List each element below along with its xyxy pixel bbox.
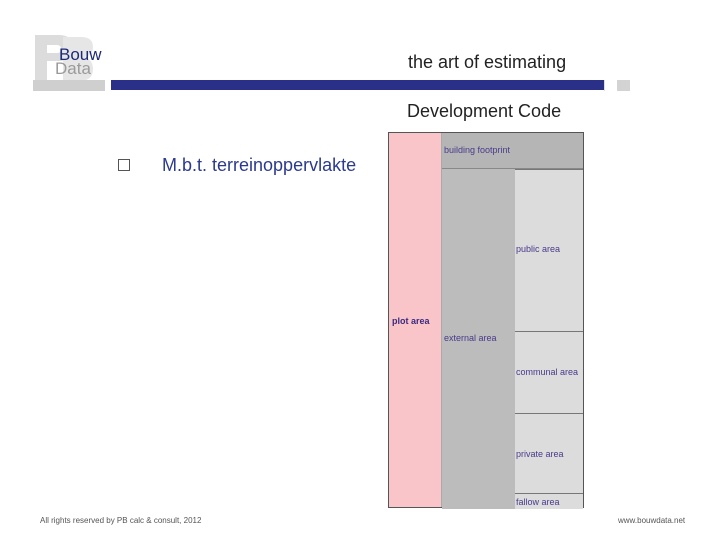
building-footprint-label: building footprint	[444, 145, 511, 155]
logo-text-bouw: Bouw	[59, 45, 102, 64]
footer-copyright: All rights reserved by PB calc & consult…	[40, 516, 202, 525]
slide-title: Development Code	[407, 101, 562, 121]
plot-area-block	[389, 133, 442, 507]
communal-area-label: communal area	[516, 367, 579, 377]
fallow-area-block	[515, 493, 583, 509]
fallow-area-label: fallow area	[516, 497, 560, 507]
header-bar-blue	[111, 80, 604, 90]
external-area-block	[442, 169, 515, 509]
area-diagram: plot area building footprint external ar…	[388, 132, 584, 509]
bullet-text: M.b.t. terreinoppervlakte	[162, 155, 357, 175]
pb-logo-icon	[35, 35, 93, 87]
bouwdata-logo: Bouw Data	[33, 33, 108, 93]
header-bar-grey	[33, 80, 105, 91]
building-footprint-block	[442, 133, 583, 169]
plot-area-label: plot area	[392, 316, 430, 326]
communal-area-block	[515, 331, 583, 413]
tagline: the art of estimating	[408, 52, 567, 72]
header-bar-square-grey	[617, 80, 630, 91]
checkbox-bullet-icon	[118, 159, 130, 171]
private-area-block	[515, 413, 583, 493]
header-bar-square	[604, 80, 617, 91]
public-area-block	[515, 169, 583, 331]
logo-text-data: Data	[55, 59, 91, 78]
private-area-label: private area	[516, 449, 564, 459]
public-area-label: public area	[516, 244, 561, 254]
footer-website: www.bouwdata.net	[618, 516, 686, 525]
external-area-label: external area	[444, 333, 497, 343]
